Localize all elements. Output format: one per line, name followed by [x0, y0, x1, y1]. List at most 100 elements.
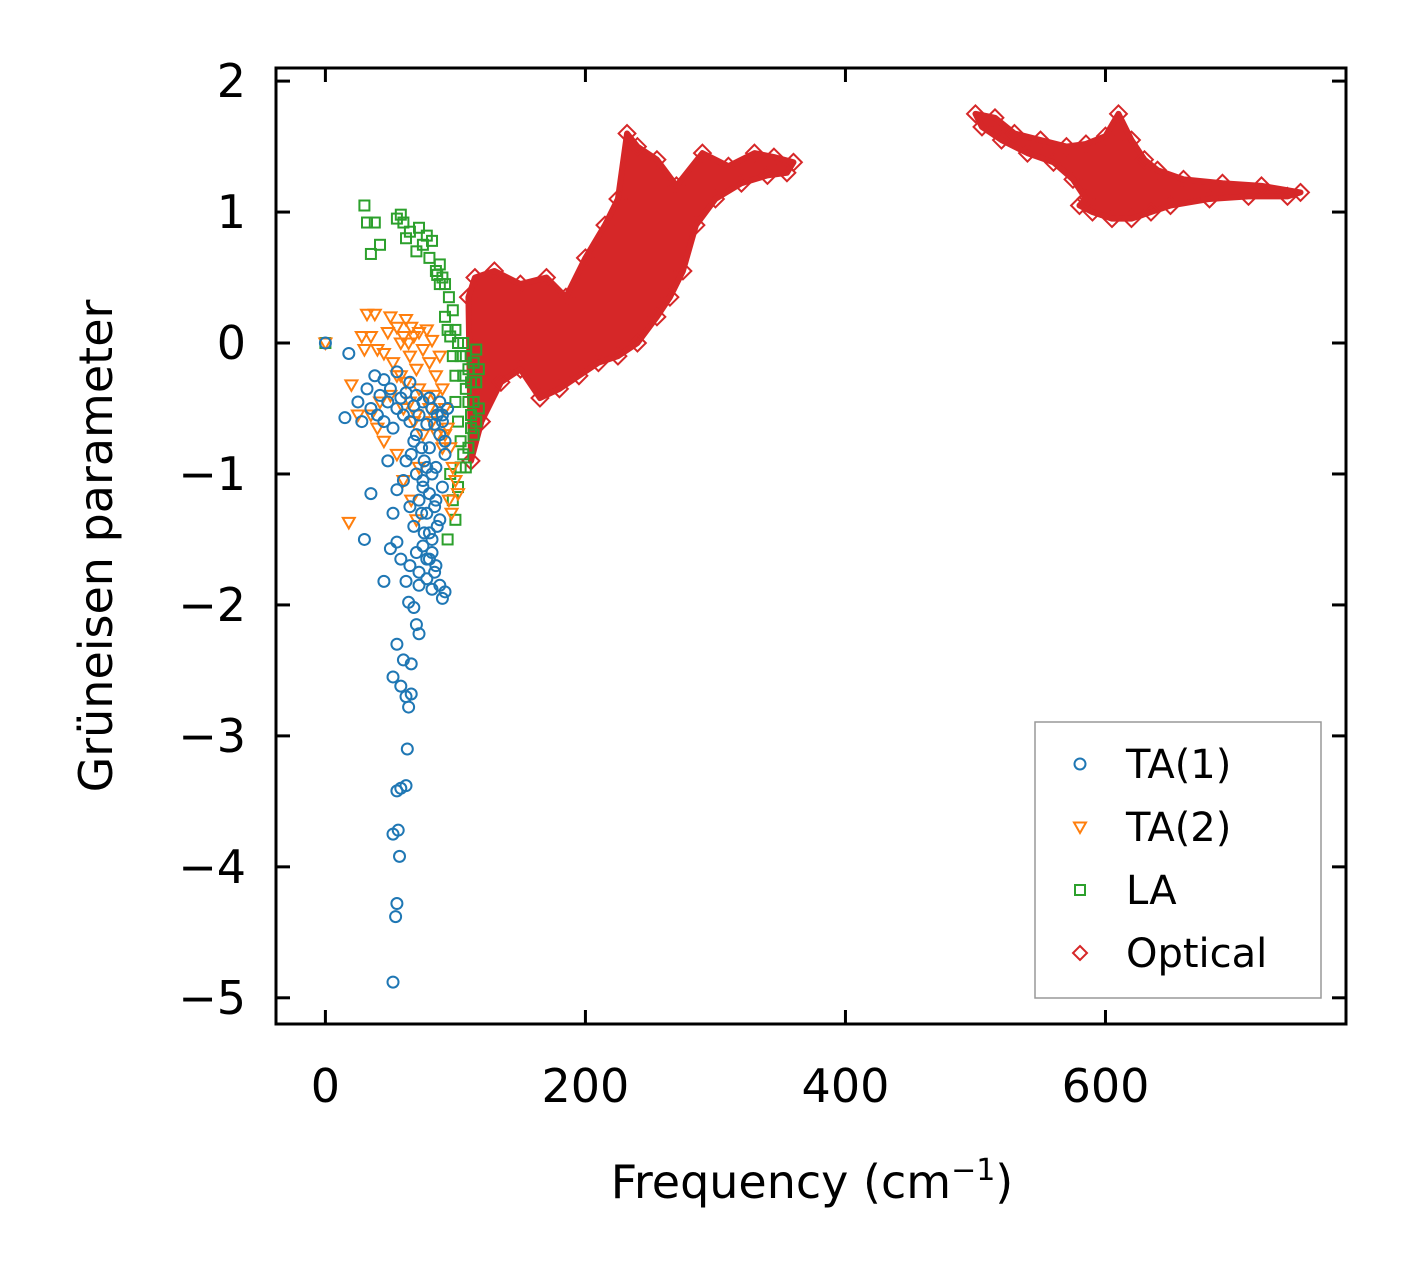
ta-1-point	[383, 382, 397, 396]
ta-2-point	[376, 435, 392, 450]
optical-point	[1056, 136, 1077, 157]
x-tick-label: 400	[802, 1059, 890, 1113]
ta-2-point	[356, 344, 373, 358]
ta-1-point	[438, 434, 452, 448]
legend: TA(1) TA(2) LA Optical	[1034, 721, 1322, 999]
optical-point	[1030, 130, 1051, 150]
optical-point	[744, 143, 765, 163]
optical-point	[647, 149, 667, 170]
ta-1-point	[396, 474, 410, 488]
ta-1-point	[403, 500, 417, 514]
la-point	[368, 216, 381, 229]
optical-point-cloud	[465, 130, 797, 464]
ta-1-point	[390, 365, 404, 379]
optical-point	[484, 261, 505, 281]
ta-2-point	[400, 337, 417, 352]
x-axis-label: Frequency (cm−1)	[611, 1153, 1014, 1209]
optical-point	[1147, 160, 1168, 180]
ta-1-point	[338, 411, 352, 425]
optical-point	[1212, 173, 1233, 194]
ta-1-point	[383, 542, 397, 556]
ta-2-point	[395, 402, 412, 417]
ticks-layer: 0 200 400 600 2 1 0 −1 −2 −3 −4 −5	[178, 54, 1346, 1113]
ta-2-point	[389, 321, 405, 336]
ta-2-point	[424, 334, 440, 349]
legend-marker	[1072, 821, 1088, 836]
ta-1-point	[409, 428, 423, 442]
la-point	[444, 330, 457, 343]
ta-1-point	[386, 670, 400, 684]
ta-1-point	[389, 910, 403, 924]
ta-1-point	[404, 687, 418, 701]
optical-point	[569, 365, 589, 386]
optical-point	[465, 267, 485, 288]
la-point	[465, 422, 478, 435]
ta-1-point	[342, 346, 356, 360]
ta-1-point	[373, 388, 387, 402]
ta-1-point	[399, 574, 413, 588]
optical-point	[1121, 208, 1142, 229]
ta-1-point	[433, 395, 447, 409]
ta-2-point	[363, 330, 379, 345]
optical-point	[510, 359, 531, 380]
la-point	[397, 216, 410, 229]
ta-2-point	[450, 488, 466, 502]
optical-point-cloud	[972, 110, 1304, 222]
ta-2-point	[432, 350, 448, 365]
ta-1-point	[318, 336, 332, 350]
legend-label: TA(1)	[1125, 742, 1231, 788]
ta-2-point	[369, 422, 386, 437]
la-point	[390, 212, 403, 225]
optical-point	[1277, 186, 1298, 207]
optical-point	[1141, 202, 1161, 222]
ta-1-point	[428, 565, 442, 579]
ta-1-point	[394, 679, 408, 693]
ta-1-point	[412, 627, 426, 641]
ta-2-point	[341, 516, 357, 531]
ta-1-point	[391, 823, 405, 837]
la-point	[431, 268, 444, 281]
ta-2-point	[359, 308, 375, 323]
optical-point	[608, 189, 628, 209]
ta-1-point	[412, 565, 426, 579]
ta-2-point	[369, 344, 386, 358]
la-point	[374, 238, 387, 251]
ta-2-point	[376, 347, 392, 362]
x-tick-label: 200	[542, 1059, 630, 1113]
ta-1-point	[409, 467, 423, 481]
y-tick-label: 0	[217, 316, 246, 370]
optical-point	[588, 352, 609, 373]
ta-1-point	[390, 637, 404, 651]
optical-point	[1238, 186, 1259, 207]
y-tick-label: −2	[178, 578, 246, 632]
y-tick-label: −3	[178, 709, 246, 763]
ta-1-point	[422, 526, 436, 540]
optical-point	[491, 372, 511, 393]
y-tick-label: −4	[178, 840, 246, 894]
legend-marker	[1074, 884, 1086, 896]
ta-1-point	[425, 532, 439, 546]
ta-1-point	[422, 441, 436, 455]
ta-1-point	[394, 552, 408, 566]
ta-1-point	[390, 897, 404, 911]
ta-1-point	[404, 657, 418, 671]
la-point	[441, 323, 454, 336]
ta-1-point	[416, 395, 430, 409]
ta-1-point	[430, 519, 444, 533]
la-point	[449, 395, 462, 408]
optical-point	[1017, 143, 1038, 163]
ta-1-point	[403, 559, 417, 573]
la-point	[446, 304, 459, 317]
ta-1-point	[428, 417, 442, 431]
x-tick-label: 600	[1062, 1059, 1150, 1113]
optical-point	[458, 287, 479, 307]
ta-1-point	[390, 535, 404, 549]
optical-point	[549, 379, 570, 399]
la-point	[413, 221, 426, 234]
la-point	[442, 291, 455, 304]
optical-point	[595, 215, 615, 235]
ta-2-point	[354, 330, 370, 345]
la-point	[364, 247, 377, 260]
optical-point	[1102, 208, 1122, 229]
ta-1-point	[370, 408, 384, 422]
